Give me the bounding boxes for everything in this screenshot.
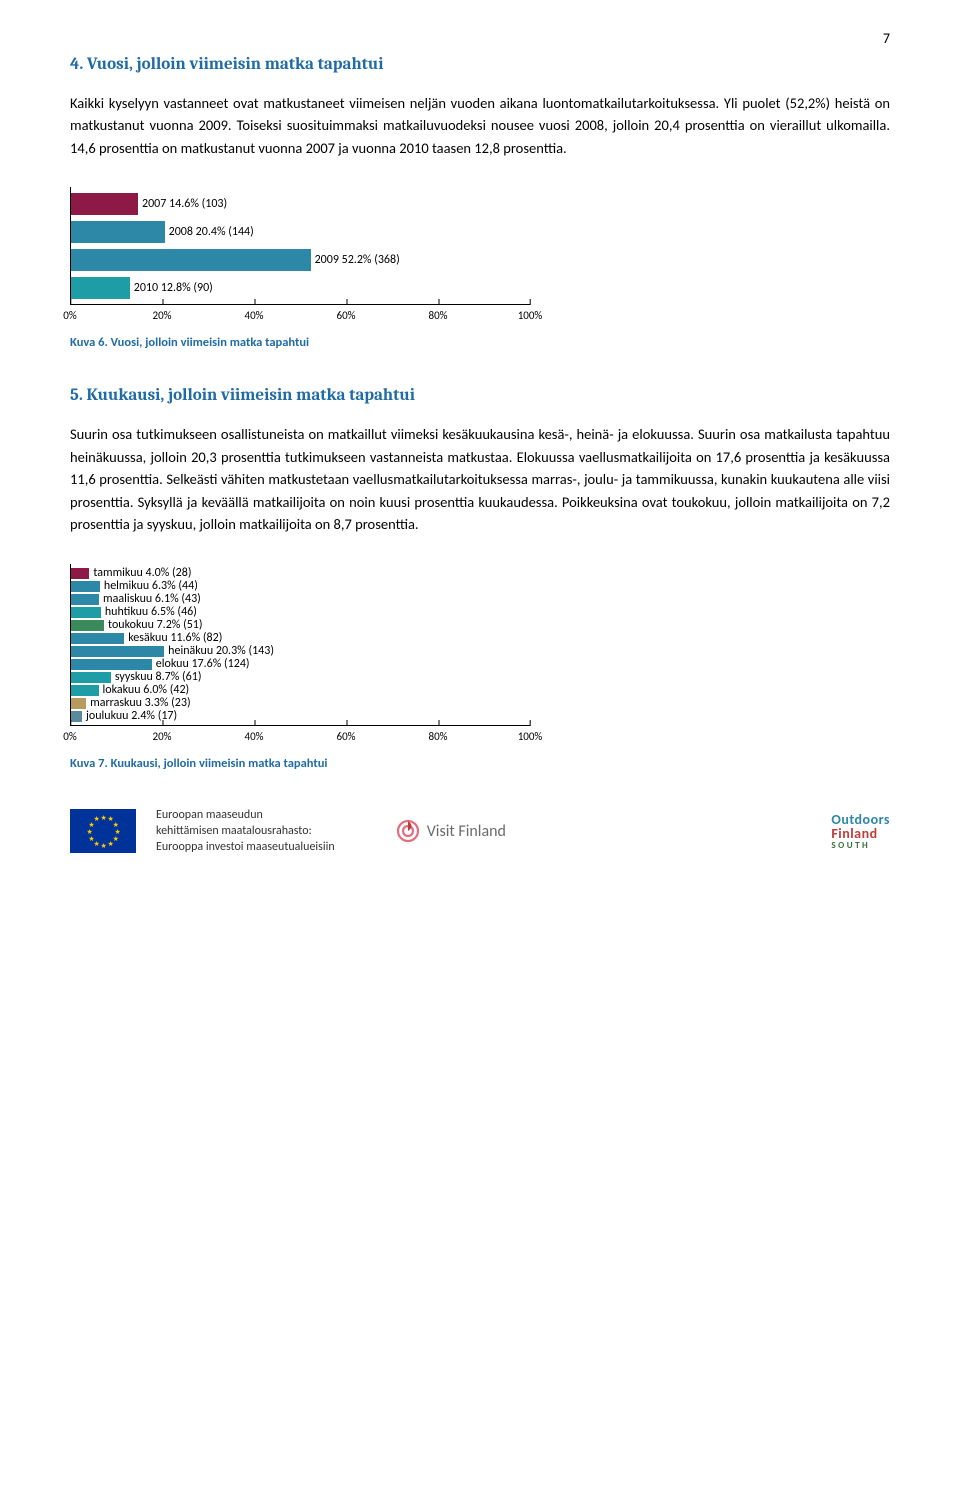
- bar-row: kesäkuu 11.6% (82): [71, 632, 530, 645]
- bar-row: helmikuu 6.3% (44): [71, 580, 530, 593]
- footer: ★★★★★★★★★★★★ Euroopan maaseudun kehittäm…: [70, 807, 890, 856]
- bar: [71, 221, 165, 243]
- page-number: 7: [70, 30, 890, 47]
- bar-label: elokuu 17.6% (124): [156, 657, 250, 671]
- axis-tick: 20%: [152, 305, 171, 322]
- eu-star-icon: ★: [101, 843, 106, 848]
- chart-1: 2007 14.6% (103) 2008 20.4% (144) 2009 52.…: [70, 187, 890, 327]
- section-2-body: Suurin osa tutkimukseen osallistuneista …: [70, 423, 890, 535]
- axis-tick: 80%: [428, 726, 447, 743]
- eu-funding-text: Euroopan maaseudun kehittämisen maatalou…: [156, 807, 335, 856]
- bar-row: 2007 14.6% (103): [71, 190, 530, 218]
- bar-label: helmikuu 6.3% (44): [104, 579, 198, 593]
- visit-finland-icon: [395, 818, 421, 844]
- axis-tick: 60%: [336, 726, 355, 743]
- of-line-2: Finland: [831, 827, 890, 841]
- bar-row: syyskuu 8.7% (61): [71, 671, 530, 684]
- bar-label: maaliskuu 6.1% (43): [103, 592, 201, 606]
- axis-tick: 0%: [63, 726, 76, 743]
- section-2-heading: 5. Kuukausi, jolloin viimeisin matka tap…: [70, 386, 890, 405]
- eu-text-line: Euroopan maaseudun: [156, 807, 335, 823]
- visit-finland-logo: Visit Finland: [395, 818, 506, 844]
- bar-label: syyskuu 8.7% (61): [115, 670, 202, 684]
- axis-tick: 100%: [518, 726, 543, 743]
- section-1-heading: 4. Vuosi, jolloin viimeisin matka tapaht…: [70, 55, 890, 74]
- bar-row: huhtikuu 6.5% (46): [71, 606, 530, 619]
- eu-text-line: kehittämisen maatalousrahasto:: [156, 823, 335, 839]
- bar-row: maaliskuu 6.1% (43): [71, 593, 530, 606]
- bar-row: 2008 20.4% (144): [71, 218, 530, 246]
- chart-2-caption: Kuva 7. Kuukausi, jolloin viimeisin matk…: [70, 756, 890, 771]
- bar: [71, 672, 111, 683]
- bar: [71, 249, 311, 271]
- bar: [71, 581, 100, 592]
- axis-tick: 80%: [428, 305, 447, 322]
- chart-1-caption: Kuva 6. Vuosi, jolloin viimeisin matka t…: [70, 335, 890, 350]
- visit-finland-text: Visit Finland: [427, 822, 506, 841]
- axis-tick: 40%: [244, 726, 263, 743]
- bar-row: 2009 52.2% (368): [71, 246, 530, 274]
- bar-label: 2007 14.6% (103): [142, 197, 227, 211]
- bar-label: 2010 12.8% (90): [134, 281, 213, 295]
- bar: [71, 646, 164, 657]
- bar-row: tammikuu 4.0% (28): [71, 567, 530, 580]
- bar: [71, 277, 130, 299]
- eu-star-icon: ★: [101, 815, 106, 820]
- bar-row: heinäkuu 20.3% (143): [71, 645, 530, 658]
- bar: [71, 659, 152, 670]
- section-1-body: Kaikki kyselyyn vastanneet ovat matkusta…: [70, 92, 890, 159]
- axis-tick: 100%: [518, 305, 543, 322]
- bar-label: toukokuu 7.2% (51): [108, 618, 202, 632]
- of-line-3: SOUTH: [831, 841, 890, 850]
- bar-label: marraskuu 3.3% (23): [90, 696, 190, 710]
- bar-label: 2008 20.4% (144): [169, 225, 254, 239]
- bar-row: toukokuu 7.2% (51): [71, 619, 530, 632]
- eu-star-icon: ★: [108, 841, 113, 846]
- axis-tick: 40%: [244, 305, 263, 322]
- bar-label: huhtikuu 6.5% (46): [105, 605, 197, 619]
- bar-label: heinäkuu 20.3% (143): [168, 644, 274, 658]
- bar-row: marraskuu 3.3% (23): [71, 697, 530, 710]
- eu-text-line: Eurooppa investoi maaseutualueisiin: [156, 839, 335, 855]
- eu-star-icon: ★: [94, 816, 99, 821]
- bar-label: 2009 52.2% (368): [315, 253, 400, 267]
- bar-label: joulukuu 2.4% (17): [86, 709, 177, 723]
- bar-row: 2010 12.8% (90): [71, 274, 530, 302]
- bar: [71, 698, 86, 709]
- bar: [71, 193, 138, 215]
- outdoors-finland-logo: Outdoors Finland SOUTH: [831, 813, 890, 850]
- axis-tick: 0%: [63, 305, 76, 322]
- chart-2: tammikuu 4.0% (28)helmikuu 6.3% (44)maal…: [70, 564, 890, 748]
- bar-label: tammikuu 4.0% (28): [93, 566, 191, 580]
- bar-row: lokakuu 6.0% (42): [71, 684, 530, 697]
- axis-tick: 60%: [336, 305, 355, 322]
- bar: [71, 620, 104, 631]
- bar-label: kesäkuu 11.6% (82): [128, 631, 222, 645]
- bar: [71, 594, 99, 605]
- bar: [71, 607, 101, 618]
- eu-flag-icon: ★★★★★★★★★★★★: [70, 809, 136, 853]
- bar-label: lokakuu 6.0% (42): [103, 683, 190, 697]
- bar: [71, 685, 99, 696]
- bar: [71, 711, 82, 722]
- eu-star-icon: ★: [88, 822, 93, 827]
- bar-row: elokuu 17.6% (124): [71, 658, 530, 671]
- bar: [71, 568, 89, 579]
- eu-star-icon: ★: [115, 829, 120, 834]
- eu-star-icon: ★: [113, 822, 118, 827]
- bar: [71, 633, 124, 644]
- eu-star-icon: ★: [88, 836, 93, 841]
- eu-star-icon: ★: [87, 829, 92, 834]
- bar-row: joulukuu 2.4% (17): [71, 710, 530, 723]
- axis-tick: 20%: [152, 726, 171, 743]
